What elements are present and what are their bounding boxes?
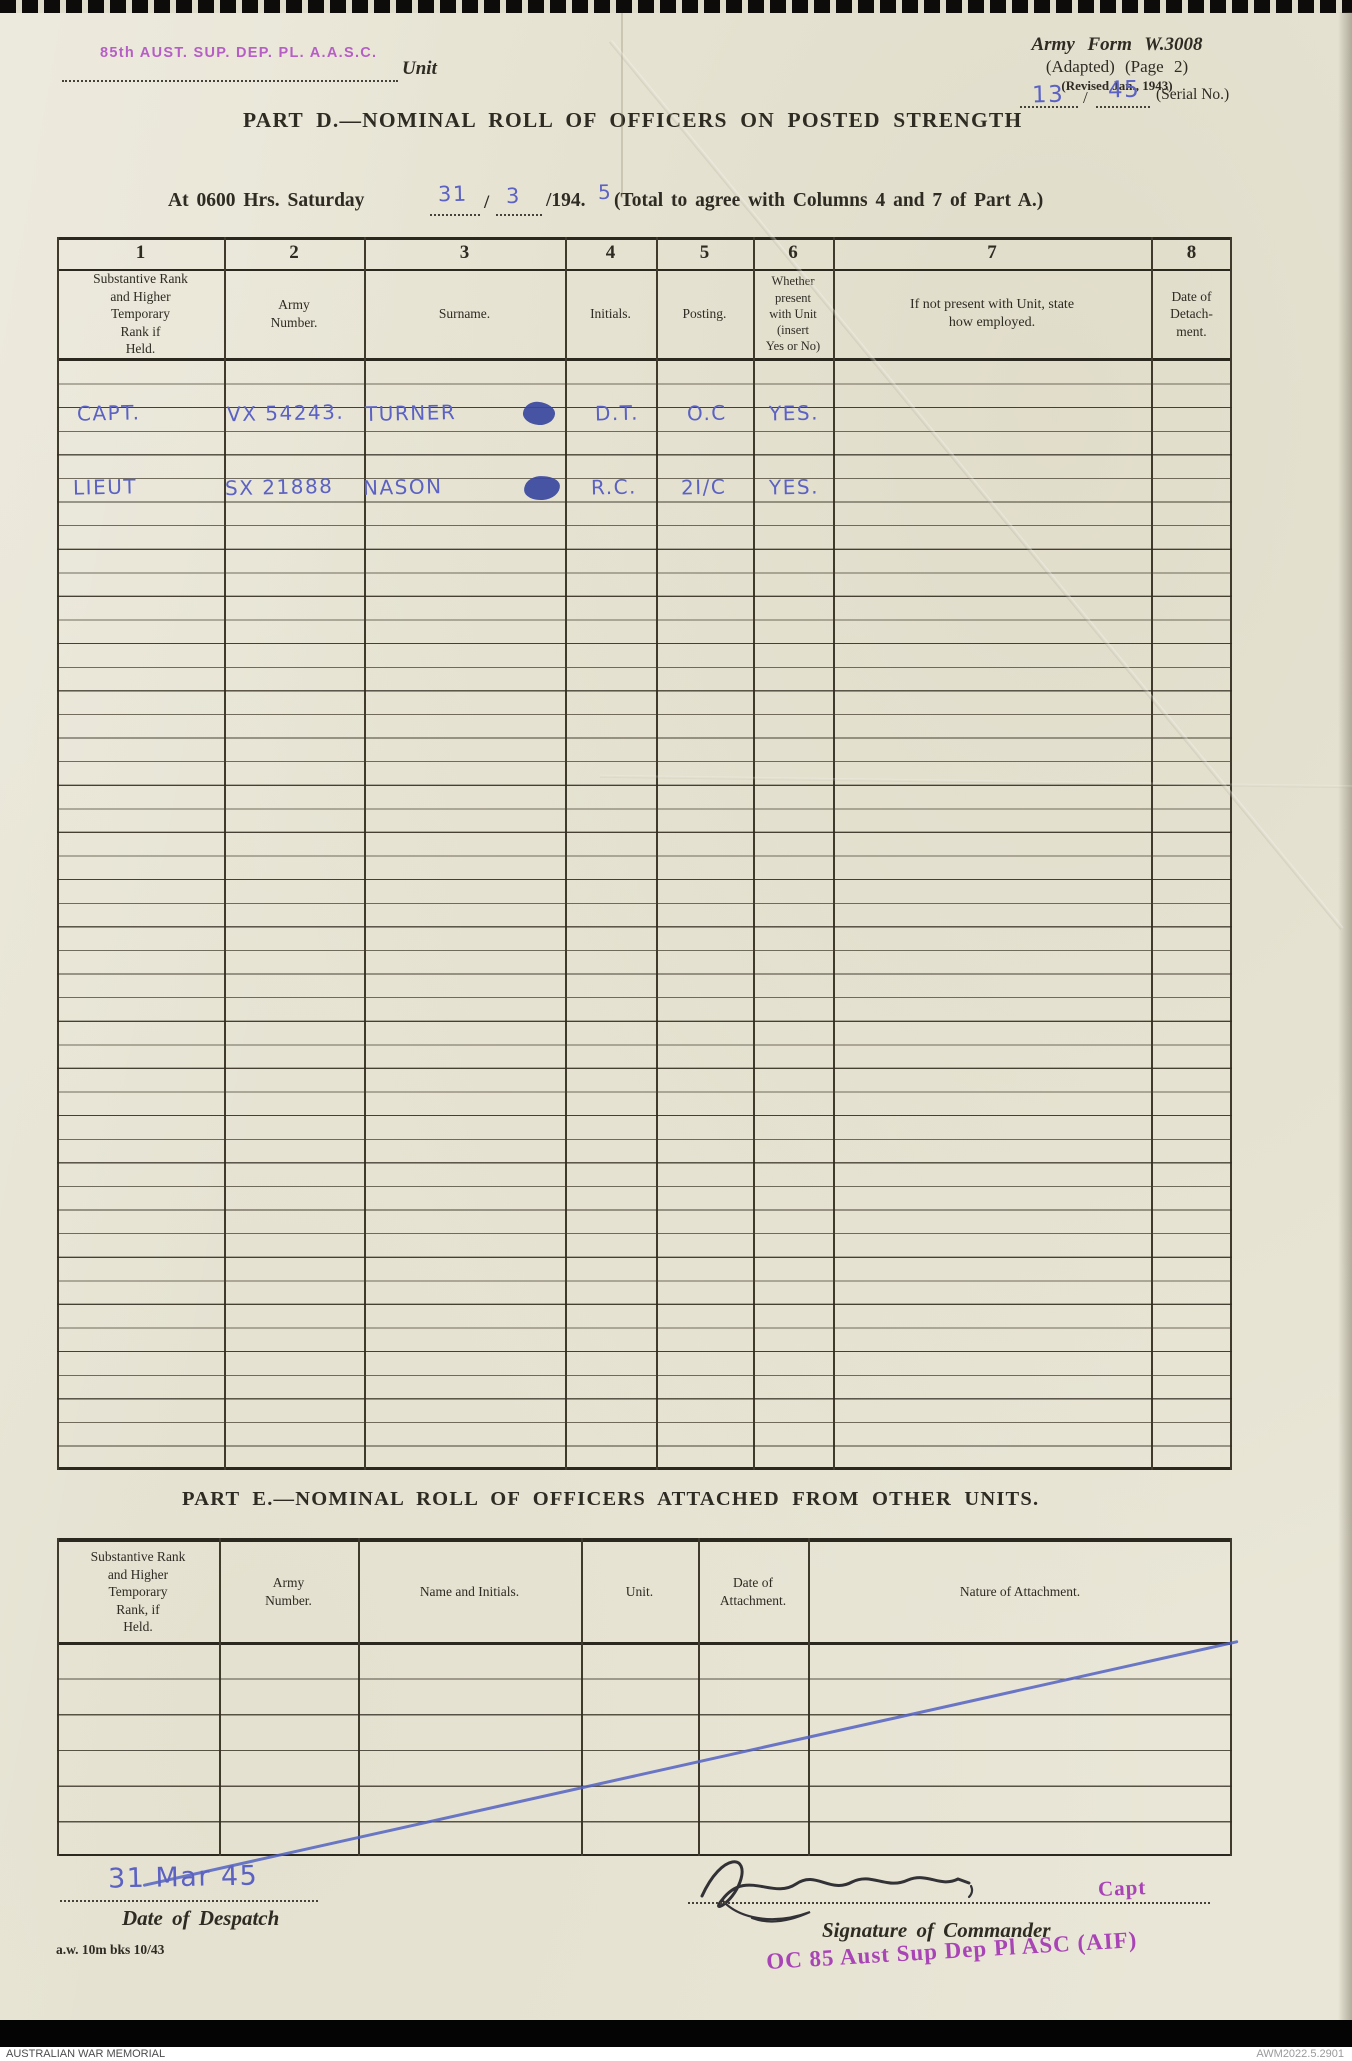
time-suffix: (Total to agree with Columns 4 and 7 of … xyxy=(614,190,1044,211)
col-header-detachment: Date of Detach- ment. xyxy=(1170,288,1213,339)
table-line-under-headers xyxy=(57,1642,1232,1645)
serial-dotted-2 xyxy=(1096,88,1150,108)
entry-posting: 2I/C xyxy=(680,474,727,500)
date-year-printed: /194. xyxy=(546,190,586,211)
col-number: 6 xyxy=(788,242,798,263)
date-year-handwritten: 5 xyxy=(597,179,613,205)
part-e-table: Substantive Rank and Higher Temporary Ra… xyxy=(57,1538,1232,1856)
col-number: 2 xyxy=(289,242,299,263)
col-header-unit: Unit. xyxy=(625,1584,654,1600)
date-month-handwritten: 3 xyxy=(505,183,522,209)
date-day-dotted xyxy=(430,194,480,216)
col-header-present: Whether present with Unit (insert Yes or… xyxy=(765,274,821,354)
entry-initials: D.T. xyxy=(594,400,640,426)
capt-rank-stamp: Capt xyxy=(1097,1875,1147,1901)
scan-bottom-strip xyxy=(0,2020,1352,2047)
entry-surname: NASON xyxy=(362,474,443,500)
despatch-dotted-line xyxy=(60,1880,318,1902)
entry-initials: R.C. xyxy=(590,474,638,500)
part-e-title: PART E.—NOMINAL ROLL OF OFFICERS ATTACHE… xyxy=(182,1488,1040,1510)
form-adapted: (Adapted) (Page 2) xyxy=(1045,57,1189,76)
archive-footer: AUSTRALIAN WAR MEMORIAL AWM2022.5.2901 xyxy=(0,2047,1352,2061)
form-name: Army Form W.3008 xyxy=(1031,34,1203,55)
ruled-body-lines xyxy=(57,361,1232,1468)
entry-posting: O.C xyxy=(686,400,728,426)
archive-footer-right: AWM2022.5.2901 xyxy=(1256,2048,1344,2060)
paper-right-shadow xyxy=(1338,12,1352,2020)
entry-surname: TURNER xyxy=(364,400,457,426)
perforated-top-edge xyxy=(0,0,1352,13)
time-prefix: At 0600 Hrs. Saturday xyxy=(168,190,365,211)
commander-signature xyxy=(700,1860,974,1923)
serial-dotted-1 xyxy=(1020,88,1078,108)
entry-army-number: SX 21888 xyxy=(224,473,334,501)
col-number: 3 xyxy=(459,242,470,263)
form-revised: (Revised Jan., 1943) xyxy=(1061,78,1173,93)
serial-slash: / xyxy=(1083,88,1088,107)
entry-present: YES. xyxy=(768,400,820,426)
fold-crease xyxy=(621,13,623,198)
col-header-employed: If not present with Unit, state how empl… xyxy=(909,296,1075,330)
ruled-body-lines xyxy=(57,1644,1232,1854)
entry-rank: LIEUT xyxy=(72,474,138,500)
part-d-table: 1 2 3 4 5 6 7 8 Substantive Rank and Hig… xyxy=(57,237,1232,1470)
col-number: 8 xyxy=(1186,242,1197,263)
col-number: 7 xyxy=(987,242,997,263)
unit-label: Unit xyxy=(402,58,437,79)
col-header-army-number: Army Number. xyxy=(270,297,318,330)
part-d-title: PART D.—NOMINAL ROLL OF OFFICERS ON POST… xyxy=(243,108,1023,132)
unit-stamp: 85th AUST. SUP. DEP. PL. A.A.S.C. xyxy=(100,45,378,61)
table-border-top xyxy=(57,1538,1232,1542)
date-month-dotted xyxy=(496,194,542,216)
col-header-surname: Surname. xyxy=(438,306,491,322)
date-slash-1: / xyxy=(484,192,490,213)
col-header-army-number: Army Number. xyxy=(265,1575,312,1608)
col-header-name-initials: Name and Initials. xyxy=(419,1584,520,1600)
table-line-under-headers xyxy=(57,358,1232,361)
table-border-bottom xyxy=(57,1853,1232,1856)
despatch-label: Date of Despatch xyxy=(122,1906,280,1930)
signature-dotted-line xyxy=(688,1882,1210,1904)
col-number: 4 xyxy=(605,242,616,263)
date-day-handwritten: 31 xyxy=(437,181,468,207)
serial-row: 13 / 45 (Serial No.) xyxy=(1020,77,1340,116)
col-header-date-attachment: Date of Attachment. xyxy=(719,1575,787,1608)
form-id-block: Army Form W.3008 (Adapted) (Page 2) (Rev… xyxy=(1012,34,1222,94)
table-line-under-numbers xyxy=(57,269,1232,271)
entry-rank: CAPT. xyxy=(76,400,141,426)
col-header-rank: Substantive Rank and Higher Temporary Ra… xyxy=(93,271,188,357)
col-header-rank: Substantive Rank and Higher Temporary Ra… xyxy=(90,1549,186,1635)
table-border-bottom xyxy=(57,1467,1232,1470)
signature-label: Signature of Commander xyxy=(822,1918,1051,1942)
archive-footer-left: AUSTRALIAN WAR MEMORIAL xyxy=(6,2048,166,2060)
print-run-note: a.w. 10m bks 10/43 xyxy=(56,1942,165,1957)
table-border-top xyxy=(57,237,1232,240)
col-header-initials: Initials. xyxy=(590,306,631,322)
entry-army-number: VX 54243. xyxy=(226,399,345,427)
unit-dotted-line xyxy=(62,60,398,82)
serial-label: (Serial No.) xyxy=(1156,86,1230,103)
entry-present: YES. xyxy=(768,474,820,500)
col-number: 1 xyxy=(135,242,146,263)
col-number: 5 xyxy=(699,242,710,263)
col-header-nature-attachment: Nature of Attachment. xyxy=(959,1584,1081,1600)
col-header-posting: Posting. xyxy=(682,306,727,322)
